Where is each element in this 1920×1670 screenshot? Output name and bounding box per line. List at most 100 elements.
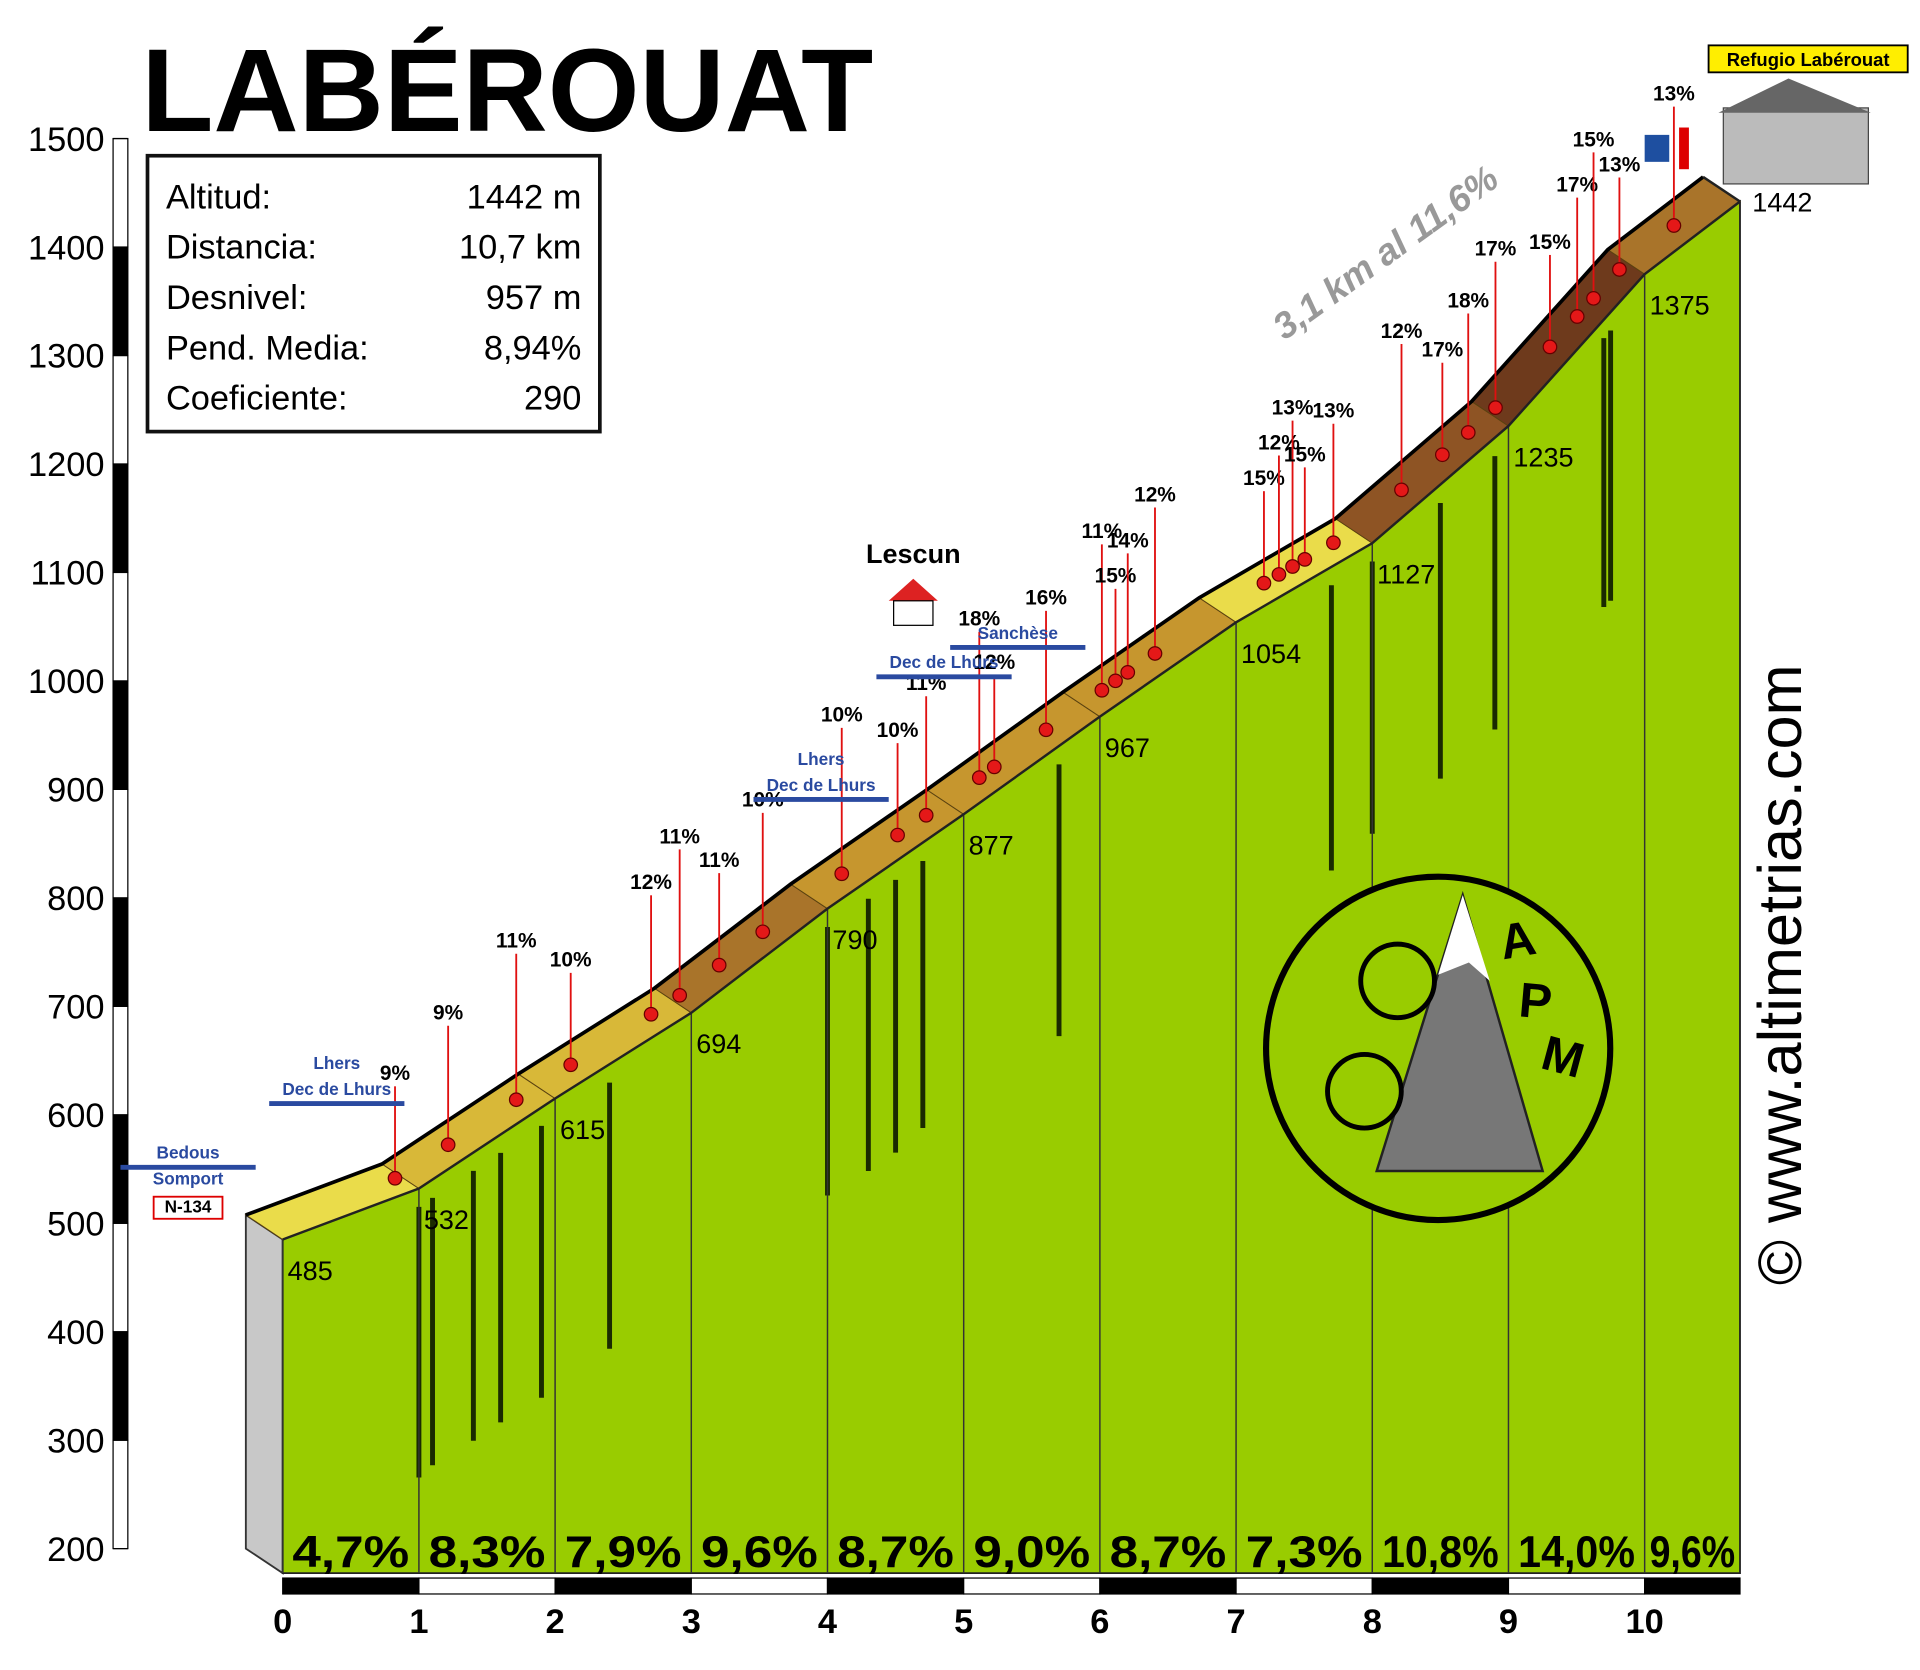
barrier	[1679, 127, 1689, 170]
logo-letter: P	[1517, 973, 1554, 1030]
altitude-label: 967	[1105, 733, 1150, 763]
x-tick-label: 8	[1363, 1603, 1382, 1641]
credit: © www.altimetrias.com	[1746, 664, 1815, 1285]
gradient-marker	[1569, 309, 1585, 324]
gradient-label: 17%	[1421, 339, 1463, 362]
gradient-label: 15%	[1243, 467, 1285, 490]
x-tick-label: 10	[1626, 1603, 1664, 1641]
stat-label: Altitud:	[166, 178, 271, 216]
gradient-label: 15%	[1529, 231, 1571, 254]
gradient-label: 14%	[1107, 529, 1149, 552]
gradient-label: 10%	[821, 704, 863, 727]
altitude-label: 1054	[1241, 639, 1301, 669]
sign-label: Lhers	[313, 1053, 360, 1073]
gradient-label: 12%	[1258, 431, 1300, 454]
y-tick-label: 200	[47, 1531, 104, 1569]
altitude-bar	[112, 1005, 129, 1116]
stat-label: Coeficiente:	[166, 380, 348, 418]
segment-slope-label: 9,6%	[701, 1528, 818, 1577]
y-tick-label: 800	[47, 880, 104, 918]
altitude-label: 1127	[1377, 560, 1435, 590]
sign-label: Lhers	[798, 749, 845, 769]
altitude-label: 485	[288, 1256, 333, 1286]
gradient-label: 18%	[958, 608, 1000, 631]
road-sign	[152, 1195, 224, 1220]
gradient-label: 11%	[496, 930, 537, 953]
gradient-label: 15%	[1284, 443, 1326, 466]
gradient-marker	[1285, 559, 1300, 574]
gradient-marker	[1542, 339, 1558, 355]
gradient-marker	[1271, 567, 1287, 582]
town-icon	[893, 600, 934, 626]
sign-label: N-134	[165, 1197, 212, 1217]
stat-value: 957 m	[486, 279, 582, 317]
gradient-label: 16%	[1025, 587, 1067, 610]
gradient-marker	[387, 1170, 403, 1186]
gradient-label: 12%	[1134, 483, 1176, 506]
y-tick-label: 1000	[28, 663, 105, 701]
climb-annotation: 3,1 km al 11,6%	[1265, 157, 1506, 347]
altitude-bar	[112, 680, 129, 790]
altitude-label: 615	[560, 1115, 605, 1145]
gradient-marker	[755, 924, 771, 940]
distance-bar	[418, 1577, 556, 1595]
sign-label: Dec de Lhurs	[282, 1079, 391, 1099]
gradient-label: 13%	[1313, 400, 1355, 423]
distance-bar	[826, 1577, 965, 1595]
gradient-label: 13%	[1272, 396, 1314, 419]
gradient-marker	[834, 866, 850, 882]
y-tick-label: 1400	[28, 229, 105, 267]
gradient-marker	[1147, 646, 1163, 661]
distance-bar	[1644, 1577, 1741, 1595]
gradient-label: 9%	[380, 1062, 410, 1085]
profile-line	[282, 200, 1741, 1241]
altitude-label: 1442	[1752, 187, 1812, 217]
gradient-marker	[1108, 673, 1123, 689]
gradient-marker	[643, 1006, 659, 1022]
gradient-label: 12%	[1381, 320, 1423, 343]
x-tick-label: 2	[546, 1603, 565, 1641]
chart-title: LABÉROUAT	[141, 24, 873, 156]
altitude-label: 694	[696, 1029, 741, 1059]
segment-slope-label: 14,0%	[1518, 1528, 1635, 1577]
segment-slope-label: 7,9%	[565, 1528, 682, 1577]
parking-sign	[1644, 134, 1670, 162]
gradient-marker	[890, 827, 905, 843]
sign-label: Sanchèse	[978, 623, 1058, 643]
altitude-label: 790	[832, 925, 877, 955]
x-tick-label: 0	[273, 1603, 292, 1641]
gradient-marker	[1038, 722, 1054, 738]
x-tick-label: 9	[1499, 1603, 1518, 1641]
sign-label: Dec de Lhurs	[767, 775, 876, 795]
x-tick-label: 4	[818, 1603, 837, 1641]
gradient-marker	[1666, 218, 1682, 233]
y-tick-label: 300	[47, 1422, 104, 1460]
x-tick-label: 7	[1227, 1603, 1246, 1641]
segment-slope-label: 8,7%	[837, 1528, 954, 1577]
logo-snow	[1438, 895, 1490, 981]
y-tick-label: 1500	[28, 121, 105, 159]
gradient-label: 11%	[659, 825, 700, 848]
distance-bar	[1371, 1577, 1510, 1595]
sign-label: Bedous	[157, 1143, 220, 1163]
altitude-bar	[112, 246, 129, 357]
gradient-label: 10%	[877, 719, 919, 742]
gradient-label: 18%	[1447, 289, 1489, 312]
segment-slope-label: 8,7%	[1110, 1528, 1227, 1577]
segment-slope-label: 8,3%	[429, 1528, 546, 1577]
altitude-bar	[112, 897, 129, 1007]
altitude-bar	[112, 1331, 129, 1441]
segment-slope-label: 9,6%	[1650, 1528, 1736, 1577]
stat-value: 10,7 km	[459, 229, 581, 267]
altitude-bar	[112, 571, 129, 682]
gradient-marker	[1094, 682, 1110, 698]
altitude-bar	[112, 137, 129, 248]
y-tick-label: 700	[47, 989, 104, 1027]
logo-mountain	[1375, 890, 1545, 1173]
altitude-bar	[112, 354, 129, 465]
logo-wheel	[1358, 941, 1437, 1021]
logo-wheel	[1325, 1052, 1404, 1131]
altitude-label: 1235	[1513, 442, 1573, 472]
gradient-label: 13%	[1653, 82, 1695, 105]
